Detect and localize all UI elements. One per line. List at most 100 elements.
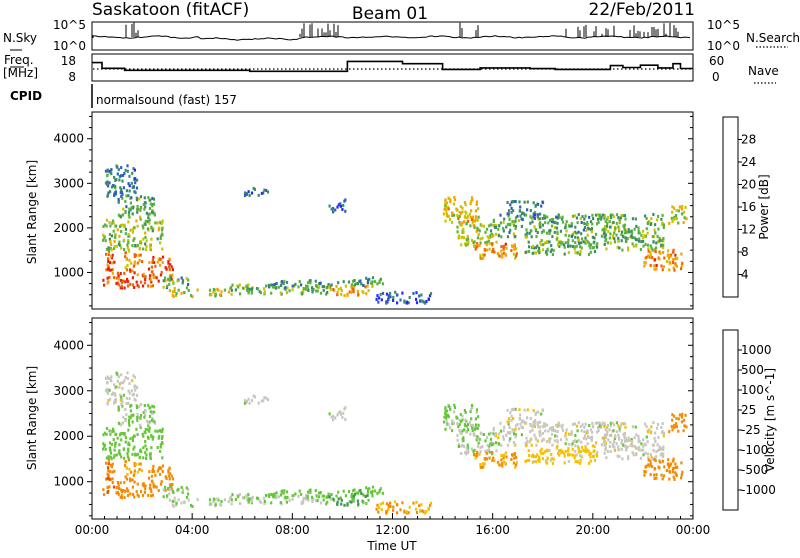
velocity-cell: [243, 496, 246, 500]
power-cell: [412, 291, 415, 295]
power-cell: [427, 297, 430, 301]
power-cell: [245, 193, 248, 196]
power-cell: [127, 248, 130, 252]
power-cell: [604, 225, 607, 229]
velocity-cell: [526, 408, 529, 412]
velocity-cell: [134, 462, 138, 466]
velocity-cell: [594, 421, 598, 425]
power-cell: [612, 234, 615, 238]
velocity-cell: [587, 449, 590, 453]
velocity-cell: [574, 444, 577, 448]
power-cell: [570, 222, 573, 226]
velocity-cell: [125, 413, 128, 417]
velocity-cell: [133, 384, 136, 388]
velocity-cell: [620, 422, 623, 425]
velocity-cell: [642, 448, 645, 452]
power-cell: [420, 293, 423, 297]
power-cell: [239, 292, 242, 296]
power-cell: [504, 242, 507, 246]
power-cell: [131, 171, 134, 175]
power-cell: [168, 257, 171, 261]
power-cell: [552, 217, 555, 221]
power-cell: [247, 190, 250, 194]
power-cell: [623, 228, 626, 231]
velocity-cell: [334, 416, 337, 420]
power-cell: [515, 252, 518, 256]
velocity-cell: [532, 420, 535, 424]
power-cell: [493, 225, 496, 229]
power-cell: [643, 261, 646, 265]
power-cell: [513, 243, 516, 247]
velocity-cell: [122, 415, 125, 419]
power-cell: [653, 228, 656, 232]
power-cell: [130, 196, 133, 200]
power-cell: [547, 221, 550, 225]
power-cell: [567, 241, 570, 244]
velocity-cell: [647, 458, 650, 462]
power-cell: [470, 196, 474, 200]
power-cell: [216, 287, 219, 291]
power-cell: [314, 279, 317, 283]
power-cell: [588, 215, 591, 219]
velocity-cell: [657, 448, 660, 452]
velocity-cell: [133, 472, 136, 476]
velocity-cell: [162, 495, 165, 499]
power-cell: [425, 300, 428, 303]
power-cell: [131, 269, 134, 273]
power-cell: [456, 230, 459, 234]
velocity-cell: [377, 510, 380, 514]
velocity-cell: [156, 469, 159, 473]
power-cell: [161, 219, 164, 223]
velocity-cell: [147, 476, 151, 480]
velocity-cell: [512, 417, 515, 421]
velocity-cell: [606, 430, 609, 434]
velocity-cell: [471, 426, 474, 430]
power-cell: [620, 213, 623, 217]
velocity-cell: [113, 453, 116, 457]
velocity-cell: [144, 487, 147, 491]
velocity-cell: [511, 453, 514, 457]
velocity-cell: [474, 426, 477, 430]
power-cell: [117, 213, 120, 217]
power-cell: [550, 244, 553, 248]
velocity-cell: [531, 453, 535, 457]
velocity-cell: [470, 417, 473, 421]
power-cell: [481, 236, 484, 240]
velocity-cell: [159, 482, 163, 486]
velocity-cell: [307, 498, 310, 502]
velocity-cell: [339, 412, 342, 416]
power-frame: [91, 111, 694, 310]
velocity-cell: [586, 431, 589, 435]
velocity-cell: [113, 448, 116, 452]
power-cell: [107, 184, 110, 188]
power-cell: [587, 241, 590, 245]
velocity-cell: [113, 401, 116, 405]
velocity-cell: [507, 422, 510, 426]
power-cell: [330, 283, 333, 287]
power-cell: [149, 278, 152, 282]
power-cell: [149, 247, 152, 251]
power-cell: [120, 281, 123, 284]
power-cell: [575, 231, 578, 235]
velocity-cell: [119, 495, 122, 499]
power-cell: [121, 179, 124, 183]
power-cell: [517, 219, 521, 223]
velocity-cell: [367, 487, 370, 491]
power-cell: [510, 210, 513, 214]
power-cell: [124, 255, 127, 259]
power-cell: [445, 206, 448, 209]
velocity-cell: [117, 375, 120, 379]
power-cell: [612, 221, 615, 224]
velocity-cell: [263, 496, 266, 500]
power-cell: [546, 240, 549, 244]
power-cell: [111, 253, 114, 257]
power-cell: [112, 276, 116, 280]
power-cell: [107, 249, 110, 253]
power-cell: [340, 289, 343, 293]
velocity-cell: [462, 436, 465, 440]
velocity-cell: [618, 426, 621, 430]
velocity-cell: [644, 443, 647, 447]
power-cell: [114, 192, 117, 195]
y-tick-label: 4000: [53, 338, 84, 352]
power-cell: [387, 298, 390, 301]
